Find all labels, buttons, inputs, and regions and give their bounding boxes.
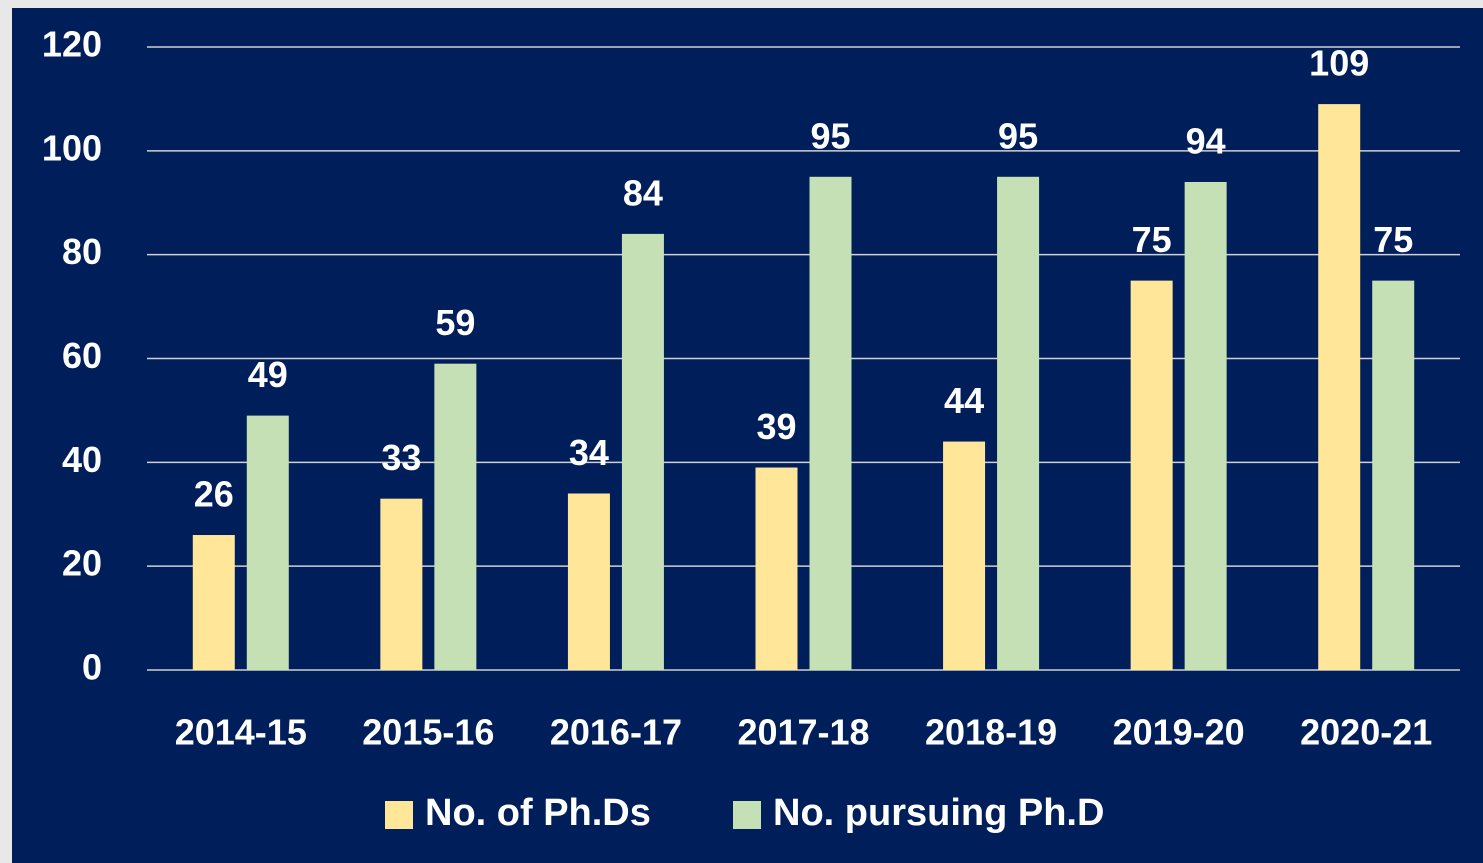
- bar: [1318, 104, 1361, 670]
- x-tick-label: 2017-18: [737, 712, 869, 753]
- x-tick-label: 2016-17: [550, 712, 682, 753]
- bar: [1184, 181, 1227, 670]
- y-tick-label: 120: [42, 24, 102, 65]
- data-label: 44: [944, 380, 984, 421]
- bar: [1372, 280, 1415, 670]
- data-label: 39: [756, 406, 796, 447]
- y-tick-label: 0: [82, 647, 102, 688]
- bar: [997, 176, 1040, 670]
- bar: [755, 467, 798, 670]
- y-tick-label: 60: [62, 335, 102, 376]
- data-label: 59: [435, 302, 475, 343]
- y-tick-label: 20: [62, 543, 102, 584]
- legend-label: No. pursuing Ph.D: [773, 792, 1104, 834]
- data-label: 84: [623, 172, 663, 213]
- bar: [567, 493, 610, 670]
- legend-swatch: [733, 801, 761, 829]
- legend-swatch: [385, 801, 413, 829]
- data-label: 95: [998, 115, 1038, 156]
- data-label: 34: [569, 432, 609, 473]
- data-label: 33: [381, 437, 421, 478]
- bar: [192, 535, 235, 670]
- legend-label: No. of Ph.Ds: [425, 792, 651, 834]
- x-tick-label: 2019-20: [1113, 712, 1245, 753]
- bar: [1130, 280, 1173, 670]
- y-tick-label: 40: [62, 439, 102, 480]
- bar: [246, 415, 289, 670]
- data-label: 75: [1373, 219, 1413, 260]
- bar: [943, 441, 986, 670]
- data-label: 75: [1132, 219, 1172, 260]
- y-tick-label: 80: [62, 231, 102, 272]
- data-label: 94: [1186, 120, 1226, 161]
- y-tick-label: 100: [42, 127, 102, 168]
- x-tick-label: 2020-21: [1300, 712, 1432, 753]
- data-label: 109: [1309, 43, 1369, 84]
- data-label: 95: [810, 115, 850, 156]
- bar: [434, 363, 477, 670]
- data-label: 26: [194, 474, 234, 515]
- data-label: 49: [248, 354, 288, 395]
- bar: [809, 176, 852, 670]
- bar: [380, 498, 423, 670]
- bar: [621, 233, 664, 670]
- x-tick-label: 2015-16: [362, 712, 494, 753]
- x-tick-label: 2014-15: [175, 712, 307, 753]
- x-tick-label: 2018-19: [925, 712, 1057, 753]
